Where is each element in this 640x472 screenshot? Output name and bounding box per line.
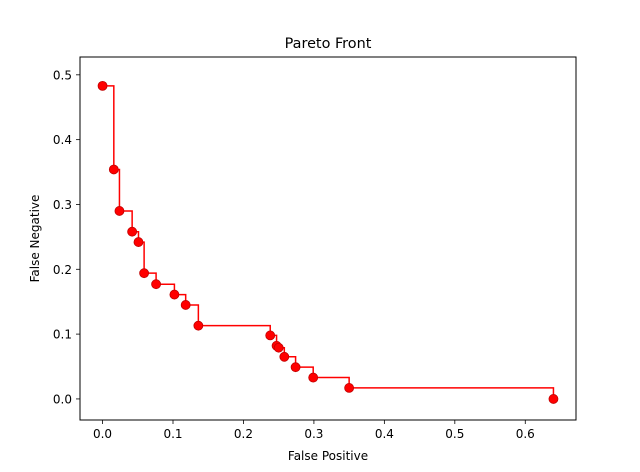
- y-tick-label: 0.1: [53, 328, 72, 342]
- chart-title: Pareto Front: [285, 36, 372, 52]
- x-tick-label: 0.1: [163, 427, 182, 441]
- data-point: [265, 330, 276, 341]
- data-point: [108, 164, 119, 175]
- y-tick-label: 0.3: [53, 198, 72, 212]
- data-point: [193, 320, 204, 331]
- data-point: [290, 362, 301, 373]
- y-tick-label: 0.5: [53, 68, 72, 82]
- series-step-line: [102, 85, 555, 399]
- x-tick-label: 0.0: [93, 427, 112, 441]
- data-point: [548, 394, 559, 404]
- x-axis-label: False Positive: [288, 449, 368, 463]
- data-point: [279, 351, 290, 362]
- x-tick-label: 0.3: [304, 427, 323, 441]
- data-point: [151, 279, 161, 290]
- data-point: [344, 383, 355, 393]
- y-axis-label: False Negative: [28, 195, 42, 283]
- x-tick-label: 0.4: [375, 427, 394, 441]
- x-tick-label: 0.5: [445, 427, 464, 441]
- x-tick-label: 0.2: [234, 427, 253, 441]
- y-tick-label: 0.0: [53, 392, 72, 406]
- plot-frame: [79, 56, 577, 421]
- data-point: [114, 206, 125, 216]
- data-point: [273, 342, 284, 353]
- data-point: [127, 226, 138, 237]
- y-tick-label: 0.4: [53, 133, 72, 147]
- data-point: [97, 80, 108, 91]
- x-tick-label: 0.6: [516, 427, 535, 441]
- data-point: [169, 289, 180, 300]
- data-point: [139, 268, 150, 279]
- data-point: [180, 300, 191, 310]
- data-point: [133, 237, 144, 247]
- data-point: [308, 372, 319, 383]
- y-tick-label: 0.2: [53, 263, 72, 277]
